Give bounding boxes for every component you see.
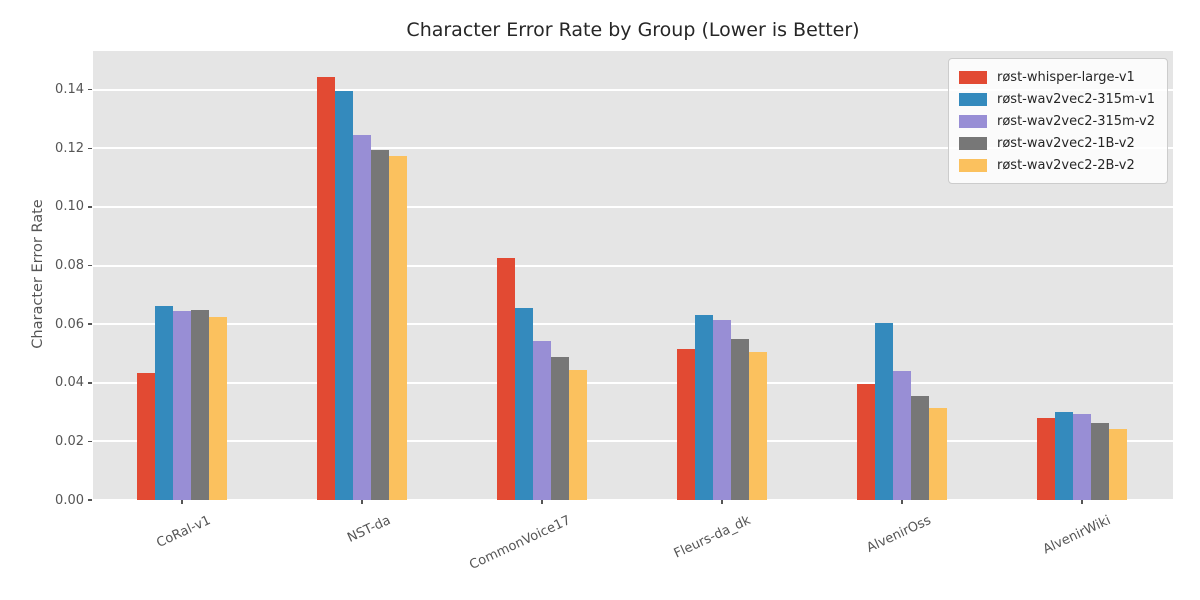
bar-røst-whisper-large-v1-CommonVoice17 (497, 257, 515, 500)
bar-røst-wav2vec2-315m-v2-NST-da (353, 135, 371, 500)
bar-røst-wav2vec2-315m-v1-AlvenirWiki (1055, 411, 1073, 500)
x-tick-label-CommonVoice17: CommonVoice17 (467, 513, 574, 573)
legend-swatch-icon (959, 92, 987, 106)
bar-røst-wav2vec2-1B-v2-AlvenirWiki (1091, 422, 1109, 500)
legend-label: røst-wav2vec2-1B-v2 (997, 135, 1135, 151)
legend-item: røst-wav2vec2-1B-v2 (959, 132, 1157, 154)
legend: røst-whisper-large-v1 røst-wav2vec2-315m-… (948, 58, 1168, 184)
bar-røst-wav2vec2-315m-v1-CommonVoice17 (515, 307, 533, 500)
bar-røst-wav2vec2-2B-v2-CommonVoice17 (569, 369, 587, 500)
bar-røst-whisper-large-v1-CoRal-v1 (137, 373, 155, 500)
y-tick-label: 0.12 (55, 140, 84, 156)
legend-item: røst-wav2vec2-2B-v2 (959, 154, 1157, 176)
bar-røst-wav2vec2-1B-v2-CommonVoice17 (551, 356, 569, 500)
bar-røst-wav2vec2-315m-v1-Fleurs-da_dk (695, 315, 713, 500)
y-tick-label: 0.10 (55, 199, 84, 215)
legend-swatch-icon (959, 158, 987, 172)
x-tick-mark (361, 500, 363, 504)
y-tick-mark (88, 147, 92, 150)
x-tick-mark (721, 500, 723, 504)
bar-røst-wav2vec2-315m-v2-AlvenirOss (893, 371, 911, 500)
bar-røst-wav2vec2-315m-v1-AlvenirOss (875, 323, 893, 500)
bar-røst-wav2vec2-2B-v2-NST-da (389, 155, 407, 500)
bar-røst-whisper-large-v1-NST-da (317, 76, 335, 500)
legend-label: røst-wav2vec2-315m-v1 (997, 91, 1156, 107)
y-tick-label: 0.06 (55, 316, 84, 332)
legend-swatch-icon (959, 136, 987, 150)
y-tick-label: 0.08 (55, 258, 84, 274)
y-tick-label: 0.00 (55, 492, 84, 508)
bar-røst-wav2vec2-1B-v2-CoRal-v1 (191, 309, 209, 500)
x-tick-label-CoRal-v1: CoRal-v1 (154, 513, 214, 551)
bar-røst-wav2vec2-1B-v2-Fleurs-da_dk (731, 338, 749, 500)
y-tick-mark (88, 440, 92, 443)
x-tick-mark (1081, 500, 1083, 504)
y-tick-mark (88, 88, 92, 91)
gridline (93, 88, 1173, 91)
gridline (93, 264, 1173, 267)
legend-item: røst-wav2vec2-315m-v2 (959, 110, 1157, 132)
y-tick-mark (88, 499, 92, 501)
gridline (93, 205, 1173, 208)
gridline (93, 440, 1173, 443)
x-tick-label-AlvenirWiki: AlvenirWiki (1041, 513, 1114, 558)
bar-røst-wav2vec2-2B-v2-AlvenirWiki (1109, 428, 1127, 500)
legend-swatch-icon (959, 114, 987, 128)
x-tick-mark (901, 500, 903, 504)
bar-røst-wav2vec2-2B-v2-Fleurs-da_dk (749, 351, 767, 500)
y-tick-label: 0.04 (55, 375, 84, 391)
bar-røst-wav2vec2-315m-v2-AlvenirWiki (1073, 413, 1091, 500)
bar-røst-wav2vec2-2B-v2-CoRal-v1 (209, 317, 227, 500)
bar-røst-wav2vec2-315m-v1-NST-da (335, 91, 353, 500)
y-tick-mark (88, 206, 92, 208)
gridline (93, 147, 1173, 150)
legend-item: røst-wav2vec2-315m-v1 (959, 88, 1157, 110)
y-tick-mark (88, 323, 92, 325)
bar-røst-wav2vec2-1B-v2-AlvenirOss (911, 396, 929, 500)
legend-swatch-icon (959, 70, 987, 84)
x-tick-mark (541, 500, 543, 504)
bar-røst-wav2vec2-315m-v2-Fleurs-da_dk (713, 320, 731, 500)
legend-label: røst-wav2vec2-2B-v2 (997, 157, 1135, 173)
x-tick-label-Fleurs-da_dk: Fleurs-da_dk (672, 513, 754, 562)
legend-item: røst-whisper-large-v1 (959, 66, 1157, 88)
y-tick-label: 0.02 (55, 433, 84, 449)
x-tick-mark (181, 500, 183, 504)
gridline (93, 323, 1173, 326)
legend-label: røst-whisper-large-v1 (997, 69, 1135, 85)
bar-røst-wav2vec2-2B-v2-AlvenirOss (929, 407, 947, 500)
bar-røst-whisper-large-v1-AlvenirWiki (1037, 417, 1055, 500)
x-tick-label-AlvenirOss: AlvenirOss (864, 513, 934, 556)
y-tick-label: 0.14 (55, 82, 84, 98)
bar-røst-wav2vec2-315m-v1-CoRal-v1 (155, 306, 173, 500)
legend-label: røst-wav2vec2-315m-v2 (997, 113, 1156, 129)
bar-røst-wav2vec2-315m-v2-CommonVoice17 (533, 341, 551, 500)
chart-title: Character Error Rate by Group (Lower is … (406, 19, 860, 41)
bar-røst-whisper-large-v1-AlvenirOss (857, 384, 875, 500)
bar-røst-wav2vec2-1B-v2-NST-da (371, 149, 389, 500)
x-tick-label-NST-da: NST-da (345, 513, 394, 546)
gridline (93, 381, 1173, 384)
y-tick-mark (88, 382, 92, 384)
gridline (93, 499, 1173, 501)
bar-røst-whisper-large-v1-Fleurs-da_dk (677, 349, 695, 500)
bar-røst-wav2vec2-315m-v2-CoRal-v1 (173, 310, 191, 500)
y-tick-mark (88, 264, 92, 267)
